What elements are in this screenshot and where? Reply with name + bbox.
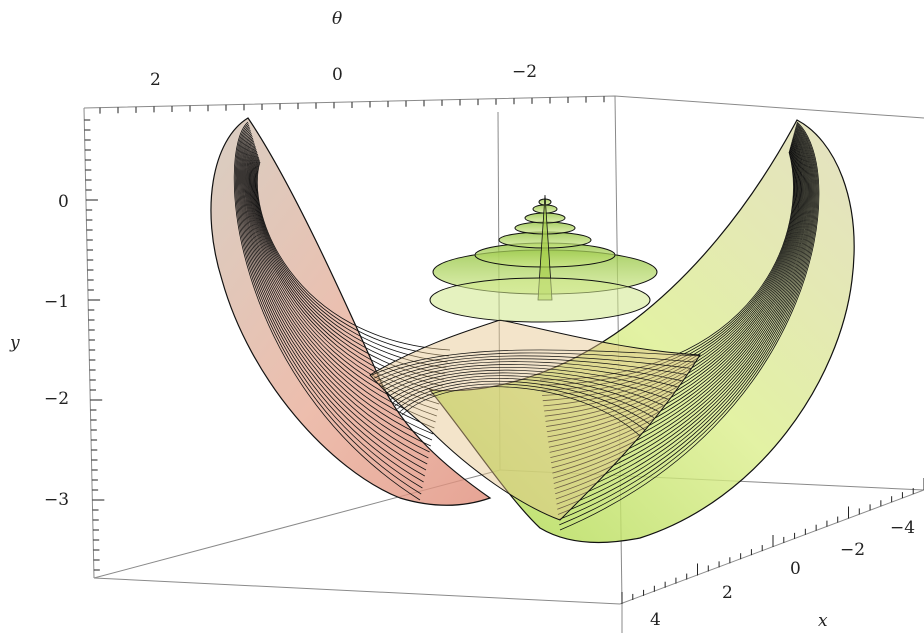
mesh-line bbox=[392, 375, 659, 412]
mesh-line bbox=[552, 133, 809, 474]
x-axis: 4 2 0 −2 −4 x bbox=[621, 478, 924, 631]
mesh-line bbox=[548, 139, 804, 443]
mesh-line bbox=[246, 142, 436, 423]
y-tick-label: −3 bbox=[44, 490, 69, 510]
mesh-line bbox=[542, 147, 797, 402]
mesh-line bbox=[234, 123, 422, 495]
mesh-line bbox=[390, 372, 664, 406]
mesh-line bbox=[371, 349, 701, 376]
mesh-line bbox=[243, 136, 431, 447]
mesh-line bbox=[559, 122, 819, 526]
mesh-line bbox=[233, 121, 421, 501]
mesh-line bbox=[238, 128, 425, 477]
mesh-line bbox=[401, 386, 641, 437]
mesh-line bbox=[376, 355, 691, 382]
right-wing-surface bbox=[428, 119, 855, 544]
mesh-line bbox=[245, 140, 435, 429]
mesh-line bbox=[383, 364, 678, 391]
mesh-line bbox=[547, 140, 803, 438]
mesh-line bbox=[556, 126, 815, 505]
mesh-line bbox=[558, 123, 818, 521]
x-tick-label: 4 bbox=[650, 610, 661, 630]
theta-axis: 2 0 −2 θ bbox=[99, 9, 605, 114]
center-spire-surface bbox=[429, 194, 658, 323]
theta-tick-label: 0 bbox=[332, 65, 343, 85]
mesh-line bbox=[387, 369, 668, 400]
y-axis-label: y bbox=[9, 333, 20, 353]
mesh-line bbox=[253, 155, 446, 375]
mesh-line bbox=[252, 153, 445, 381]
x-axis-label: x bbox=[818, 611, 828, 631]
mesh-line bbox=[548, 138, 804, 448]
mesh-line bbox=[254, 157, 447, 369]
x-tick-label: −4 bbox=[890, 518, 915, 538]
mesh-line bbox=[399, 383, 645, 431]
mesh-line bbox=[540, 150, 795, 386]
mesh-line bbox=[250, 149, 441, 399]
mesh-line bbox=[385, 367, 673, 394]
mesh-line bbox=[236, 124, 423, 489]
mesh-line bbox=[542, 148, 796, 396]
mesh-line bbox=[544, 144, 800, 417]
x-tick-label: −2 bbox=[840, 540, 865, 560]
y-tick-label: −2 bbox=[44, 389, 69, 409]
mesh-line bbox=[245, 139, 434, 435]
mesh-line bbox=[551, 134, 808, 469]
mesh-line bbox=[549, 137, 805, 453]
mesh-line bbox=[381, 361, 682, 388]
mesh-line bbox=[550, 136, 806, 458]
mesh-line bbox=[539, 151, 794, 381]
mesh-line bbox=[252, 152, 443, 387]
mesh-line bbox=[249, 147, 440, 405]
mesh-line bbox=[242, 134, 430, 453]
mesh-line bbox=[553, 131, 811, 484]
mesh-line bbox=[378, 358, 687, 385]
mesh-line bbox=[255, 158, 448, 363]
mesh-line bbox=[555, 128, 813, 495]
theta-tick-label: −2 bbox=[512, 62, 537, 82]
mesh-line bbox=[251, 150, 442, 393]
mesh-line bbox=[241, 132, 429, 459]
mesh-line bbox=[555, 127, 814, 500]
mesh-line bbox=[256, 161, 451, 351]
mesh-line bbox=[554, 130, 812, 490]
mesh-line bbox=[557, 125, 816, 510]
mesh-line bbox=[546, 142, 801, 427]
mesh-line bbox=[256, 160, 449, 357]
mesh-line bbox=[546, 141, 802, 433]
y-tick-label: −1 bbox=[44, 292, 69, 312]
mesh-line bbox=[394, 378, 655, 418]
theta-axis-label: θ bbox=[332, 9, 342, 29]
mesh-line bbox=[559, 121, 820, 531]
mesh-line bbox=[237, 126, 424, 483]
center-bowl-surface bbox=[369, 319, 701, 521]
mesh-line bbox=[544, 145, 799, 412]
mesh-line bbox=[374, 352, 696, 379]
mesh-line bbox=[543, 146, 798, 407]
mesh-line bbox=[239, 129, 427, 471]
y-axis: 0 −1 −2 −3 y bbox=[9, 119, 105, 571]
left-wing-surface bbox=[210, 117, 492, 506]
y-tick-label: 0 bbox=[58, 192, 69, 212]
x-tick-label: 2 bbox=[722, 583, 733, 603]
theta-tick-label: 2 bbox=[150, 70, 161, 90]
mesh-line bbox=[552, 132, 810, 479]
mesh-line bbox=[557, 124, 817, 515]
mesh-line bbox=[545, 143, 800, 422]
mesh-line bbox=[240, 131, 428, 465]
mesh-line bbox=[550, 135, 807, 464]
x-tick-label: 0 bbox=[790, 559, 801, 579]
spire-skirt bbox=[429, 277, 651, 323]
mesh-line bbox=[247, 144, 437, 417]
mesh-line bbox=[397, 380, 650, 424]
mesh-line bbox=[244, 137, 433, 441]
